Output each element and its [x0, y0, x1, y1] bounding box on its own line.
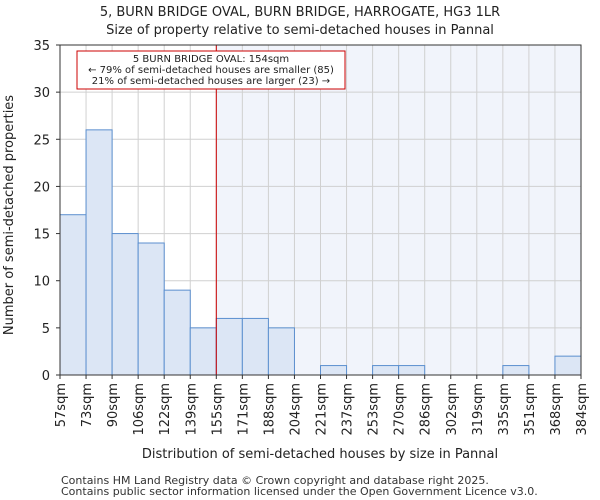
x-tick-label: 155sqm: [210, 383, 225, 436]
x-tick-label: 368sqm: [549, 383, 564, 436]
x-tick-label: 73sqm: [80, 383, 95, 427]
y-axis-label: Number of semi-detached properties: [2, 95, 17, 335]
x-tick-label: 253sqm: [367, 383, 382, 436]
annotation-box: 5 BURN BRIDGE OVAL: 154sqm ← 79% of semi…: [76, 50, 346, 90]
bar-221sqm: [320, 365, 348, 376]
y-tick-label: 0: [42, 369, 50, 384]
x-tick-label: 286sqm: [419, 383, 434, 436]
y-tick-label: 15: [33, 228, 50, 243]
y-tick-label: 35: [33, 39, 50, 54]
y-tick-label: 20: [33, 180, 50, 195]
bar-139sqm: [189, 327, 217, 376]
annotation-frame: [76, 50, 346, 90]
bar-270sqm: [398, 365, 426, 376]
bar-188sqm: [267, 327, 295, 376]
y-tick-label: 5: [42, 322, 50, 337]
x-tick-label: 171sqm: [236, 383, 251, 436]
bar-73sqm: [85, 129, 113, 376]
bar-57sqm: [59, 214, 87, 376]
x-tick-label: 90sqm: [106, 383, 121, 427]
chart-subtitle: Size of property relative to semi-detach…: [106, 23, 494, 38]
x-tick-label: 384sqm: [575, 383, 590, 436]
chart-title: 5, BURN BRIDGE OVAL, BURN BRIDGE, HARROG…: [100, 5, 500, 20]
x-tick-label: 237sqm: [341, 383, 356, 436]
bar-90sqm: [111, 233, 139, 376]
footer-line-2: Contains public sector information licen…: [61, 485, 538, 498]
bar-155sqm: [215, 317, 243, 376]
x-tick-label: 57sqm: [54, 383, 69, 427]
x-tick-label: 270sqm: [393, 383, 408, 436]
annotation-line-3: 21% of semi-detached houses are larger (…: [92, 76, 330, 87]
bar-335sqm: [502, 365, 530, 376]
annotation-line-2: ← 79% of semi-detached houses are smalle…: [88, 65, 334, 76]
y-tick-label: 25: [33, 133, 50, 148]
bar-253sqm: [372, 365, 400, 376]
bar-122sqm: [163, 289, 191, 376]
footer-line-1: Contains HM Land Registry data © Crown c…: [61, 474, 489, 487]
bar-368sqm: [554, 355, 582, 376]
y-tick-label: 10: [33, 275, 50, 290]
bar-106sqm: [137, 242, 165, 376]
x-tick-label: 122sqm: [158, 383, 173, 436]
x-tick-label: 351sqm: [523, 383, 538, 436]
x-axis-label: Distribution of semi-detached houses by …: [142, 447, 498, 462]
x-tick-label: 106sqm: [132, 383, 147, 436]
x-tick-label: 335sqm: [497, 383, 512, 436]
x-tick-label: 302sqm: [445, 383, 460, 436]
x-tick-label: 188sqm: [262, 383, 277, 436]
x-tick-label: 204sqm: [288, 383, 303, 436]
annotation-line-1: 5 BURN BRIDGE OVAL: 154sqm: [133, 54, 289, 65]
bar-171sqm: [241, 317, 269, 376]
x-tick-label: 221sqm: [315, 383, 330, 436]
bars: [59, 129, 582, 376]
plot-area: 0 5 10 15 20 25 30 35 57sqm 73sqm 90sqm 106sqm 122s…: [33, 39, 590, 436]
x-axis-ticks: 57sqm 73sqm 90sqm 106sqm 122sqm 139sqm 155sqm 1…: [54, 375, 590, 436]
x-tick-label: 319sqm: [471, 383, 486, 436]
y-axis-ticks: 0 5 10 15 20 25 30 35: [33, 39, 60, 384]
y-tick-label: 30: [33, 86, 50, 101]
x-tick-label: 139sqm: [184, 383, 199, 436]
